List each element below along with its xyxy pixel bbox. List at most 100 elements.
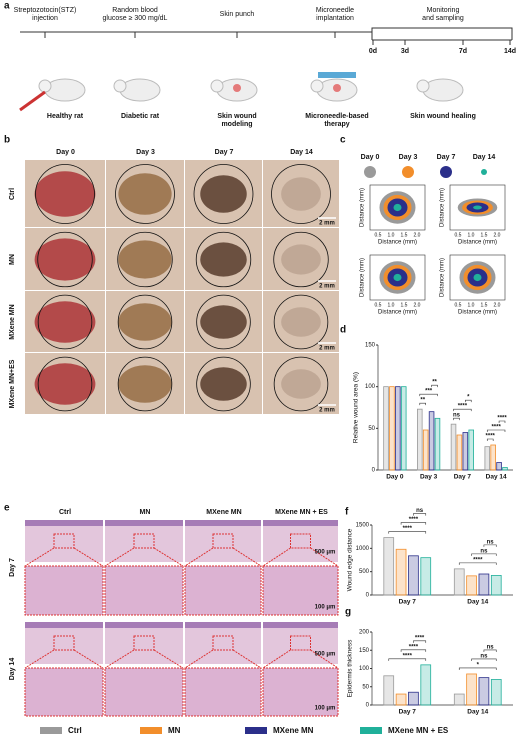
- step-label: Microneedle: [316, 7, 354, 14]
- wound-outline: [37, 231, 93, 288]
- scale-label: 500 μm: [315, 550, 336, 556]
- x-tick-label: Day 7: [399, 709, 417, 716]
- bar: [462, 432, 469, 471]
- sig-bracket: [419, 402, 426, 406]
- histology-high: [184, 565, 262, 616]
- legend-dot: [440, 166, 452, 178]
- bar: [484, 446, 491, 471]
- bar: [453, 568, 465, 596]
- bar: [496, 462, 502, 471]
- x-axis-label: Distance (mm): [378, 240, 417, 246]
- rat-head: [38, 79, 52, 93]
- zoom-lines: [184, 649, 262, 669]
- x-tick-label: 1.0: [388, 302, 395, 308]
- legend-label: MXene MN: [273, 726, 314, 735]
- sig-label: ns: [416, 508, 424, 514]
- wound-outline: [37, 356, 93, 412]
- wound-bed: [118, 365, 172, 403]
- row-label: Day 7: [9, 558, 16, 577]
- day-label: 7d: [459, 48, 467, 55]
- legend-label: Day 0: [361, 154, 380, 161]
- zoom-lines: [262, 547, 339, 567]
- row-label: MXene MN+ES: [9, 359, 16, 408]
- zoom-box: [133, 533, 155, 549]
- row-label: MXene MN: [9, 304, 16, 339]
- row-label: MN: [9, 254, 16, 265]
- zoom-box: [212, 635, 234, 651]
- bar: [395, 693, 407, 706]
- zoom-lines: [24, 649, 104, 669]
- wound: [233, 84, 241, 92]
- sig-bracket: [388, 658, 427, 661]
- bar: [490, 444, 496, 471]
- histology-high: [262, 565, 339, 616]
- sig-bracket: [498, 420, 506, 423]
- sig-bracket: [400, 522, 427, 525]
- epidermis: [105, 520, 183, 526]
- y-tick-label: 0: [366, 703, 370, 709]
- syringe: [19, 90, 46, 112]
- scale-label: 100 μm: [315, 605, 336, 611]
- zoom-lines: [262, 649, 339, 669]
- y-tick-label: 1500: [356, 523, 370, 529]
- column-header: Day 14: [290, 149, 313, 156]
- histology-low: [105, 520, 183, 562]
- panel-letter: a: [4, 1, 10, 12]
- zoom-lines: [24, 547, 104, 567]
- sig-label: ns: [487, 539, 495, 545]
- bar: [395, 548, 407, 596]
- bar: [478, 573, 490, 596]
- step-label: glucose ≥ 300 mg/dL: [103, 15, 168, 22]
- y-axis-label: Distance (mm): [360, 188, 366, 227]
- step-label: injection: [32, 15, 58, 22]
- wound-outline: [117, 294, 173, 350]
- bar: [453, 693, 465, 706]
- caption: therapy: [324, 121, 349, 128]
- contour: [473, 273, 482, 282]
- zoom-lines: [104, 547, 184, 567]
- step-label: Monitoring: [427, 7, 460, 14]
- y-tick-label: 100: [365, 384, 376, 390]
- x-tick-label: Day 7: [399, 599, 417, 606]
- y-axis-label: Distance (mm): [440, 258, 446, 297]
- row-label: Ctrl: [9, 188, 16, 200]
- scale-label: 2 mm: [319, 221, 335, 227]
- legend-dot: [481, 169, 487, 175]
- legend-swatch: [245, 727, 267, 734]
- histology-low: [185, 622, 261, 664]
- epidermis: [185, 622, 261, 628]
- sig-label: ****: [409, 644, 419, 650]
- bar: [389, 386, 395, 471]
- x-tick-label: Day 14: [486, 474, 507, 481]
- wound-bed: [200, 367, 247, 401]
- panel-letter: f: [345, 507, 349, 518]
- sig-label: ****: [409, 517, 419, 523]
- legend-dot: [402, 166, 414, 178]
- bar: [490, 575, 502, 596]
- sig-label: ns: [453, 413, 461, 419]
- sig-label: ****: [473, 557, 483, 563]
- step-label: Streptozotocin(STZ): [14, 7, 77, 14]
- wound-bed: [281, 307, 321, 337]
- wound-outline: [193, 164, 254, 224]
- x-tick-label: 0.5: [455, 232, 462, 238]
- bar: [395, 386, 401, 471]
- x-tick-label: 1.0: [468, 232, 475, 238]
- bar: [478, 677, 490, 706]
- histology-high: [262, 667, 339, 717]
- scale-label: 2 mm: [319, 346, 335, 352]
- day-label: 0d: [369, 48, 377, 55]
- wound-outline: [273, 294, 329, 350]
- sig-bracket: [453, 408, 472, 412]
- sig-label: ns: [480, 654, 488, 660]
- sig-bracket: [465, 399, 472, 403]
- contour: [393, 203, 402, 212]
- column-header: Day 7: [215, 149, 234, 156]
- rat-head: [310, 79, 324, 93]
- zoom-box: [290, 533, 311, 549]
- x-tick-label: 1.5: [481, 302, 488, 308]
- sig-bracket: [388, 531, 427, 534]
- step-label: and sampling: [422, 15, 464, 22]
- wound-outline: [35, 164, 95, 224]
- caption: modeling: [221, 121, 252, 128]
